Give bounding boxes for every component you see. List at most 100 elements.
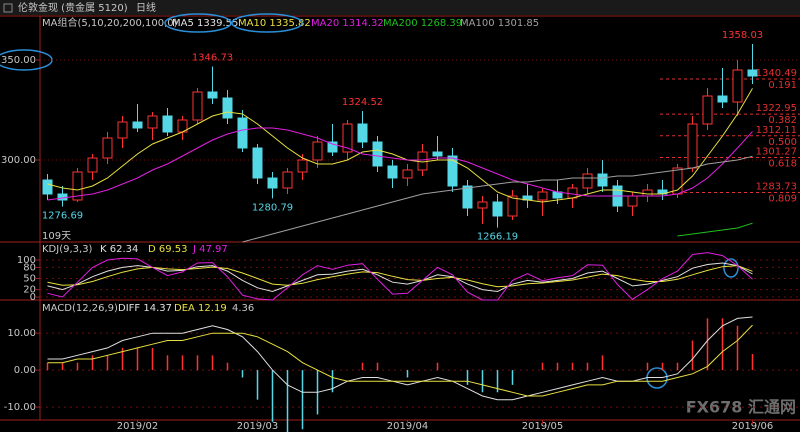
fib-ratio: 0.191 — [768, 80, 797, 91]
candle-body — [567, 187, 578, 199]
legend-item: DEA 12.19 — [174, 303, 227, 314]
fib-ratio: 0.382 — [768, 115, 797, 126]
fib-ratio: 0.809 — [768, 194, 797, 205]
y-tick-label: 1350.00 — [0, 55, 36, 66]
candle-body — [372, 141, 383, 167]
period[interactable]: 日线 — [136, 1, 156, 14]
legend-value: 1335.82 — [269, 18, 310, 29]
candle-body — [597, 173, 608, 187]
price-annotation: 1346.73 — [192, 53, 233, 64]
candle-body — [432, 151, 443, 157]
candle-body — [627, 195, 638, 207]
y-tick-label: 100 — [17, 255, 36, 266]
legend-value: 1301.85 — [498, 18, 539, 29]
candle-body — [252, 147, 263, 179]
candle-body — [57, 193, 68, 201]
candle-body — [417, 151, 428, 171]
candle-body — [132, 121, 143, 129]
legend-name: MA100 — [460, 18, 495, 29]
y-tick-label: 20 — [23, 285, 36, 296]
candle-body — [342, 123, 353, 153]
price-annotation: 1324.52 — [342, 97, 383, 108]
candle-body — [222, 97, 233, 119]
legend-value: 12.19 — [198, 303, 227, 314]
candle-body — [642, 189, 653, 197]
legend-item: MA10 1335.82 — [238, 18, 311, 29]
panel-title: MACD(12,26,9) — [42, 303, 118, 314]
candle-body — [267, 177, 278, 189]
y-tick-label: 10.00 — [7, 328, 36, 339]
candle-body — [297, 159, 308, 173]
candle-body — [192, 91, 203, 121]
series-line — [242, 155, 753, 243]
span-label: 109天 — [42, 231, 71, 242]
legend-name: D — [148, 244, 156, 255]
candle-body — [312, 141, 323, 161]
candle-body — [687, 123, 698, 169]
highlight-ellipse — [231, 13, 303, 33]
candle-body — [537, 191, 548, 201]
legend-value: 4.36 — [232, 303, 254, 314]
candle-body — [147, 115, 158, 129]
candle-body — [402, 169, 413, 179]
fib-price: 1283.73 — [756, 182, 797, 193]
price-annotation: 1276.69 — [42, 211, 83, 222]
candle-body — [747, 69, 758, 77]
legend-name: MA20 — [311, 18, 339, 29]
legend-name: MA200 — [383, 18, 418, 29]
fib-ratio: 0.500 — [768, 137, 797, 148]
candle-body — [447, 155, 458, 187]
candle-body — [477, 201, 488, 209]
candle-body — [42, 179, 53, 195]
series-line — [47, 262, 753, 293]
legend-value: 69.53 — [159, 244, 188, 255]
symbol-title: 伦敦金现 (贵金属 5120) — [18, 1, 128, 14]
legend-value: 1314.32 — [342, 18, 383, 29]
legend-value: 1268.39 — [421, 18, 462, 29]
candle-body — [117, 121, 128, 139]
candle-body — [162, 115, 173, 133]
x-tick-label: 2019/04 — [387, 421, 429, 432]
x-tick-label: 2019/03 — [237, 421, 279, 432]
candle-body — [717, 95, 728, 103]
candle-body — [582, 173, 593, 189]
toolbar-icon[interactable] — [3, 3, 13, 13]
legend-item: MA200 1268.39 — [383, 18, 462, 29]
fib-price: 1340.49 — [756, 68, 797, 79]
y-tick-label: 0 — [30, 292, 36, 303]
legend-item: DIFF 14.37 — [118, 303, 172, 314]
highlight-ellipse — [723, 258, 739, 278]
legend-title: MA组合(5,10,20,200,100,0) — [42, 16, 178, 29]
legend-item: MA100 1301.85 — [460, 18, 539, 29]
fib-ratio: 0.618 — [768, 158, 797, 169]
x-tick-label: 2019/05 — [522, 421, 564, 432]
series-line — [677, 222, 753, 237]
series-line — [47, 265, 753, 288]
highlight-ellipse — [164, 13, 232, 33]
price-annotation: 1280.79 — [252, 202, 293, 213]
legend-item: MA20 1314.32 — [311, 18, 384, 29]
legend-item: MA5 1339.55 — [172, 18, 238, 29]
y-tick-label: 50 — [23, 274, 36, 285]
legend-name: DIFF — [118, 303, 140, 314]
legend-value: 62.34 — [110, 244, 139, 255]
toolbar — [0, 0, 800, 15]
fib-price: 1322.95 — [756, 103, 797, 114]
legend-value: 14.37 — [143, 303, 172, 314]
series-line — [47, 324, 753, 397]
candle-body — [237, 117, 248, 149]
candle-body — [282, 171, 293, 189]
x-tick-label: 2019/06 — [732, 421, 774, 432]
candle-body — [492, 201, 503, 217]
series-line — [47, 316, 753, 401]
price-annotation: 1358.03 — [722, 30, 763, 41]
legend: MA组合(5,10,20,200,100,0) MA5 1339.55 MA10… — [42, 16, 539, 314]
price-annotation: 1266.19 — [477, 232, 518, 243]
y-tick-label: 1300.00 — [0, 155, 36, 166]
candle-body — [72, 171, 83, 201]
candle-body — [87, 157, 98, 173]
legend-name: MA10 — [238, 18, 266, 29]
candle-body — [102, 137, 113, 159]
candle-body — [327, 141, 338, 153]
candle-body — [357, 123, 368, 143]
